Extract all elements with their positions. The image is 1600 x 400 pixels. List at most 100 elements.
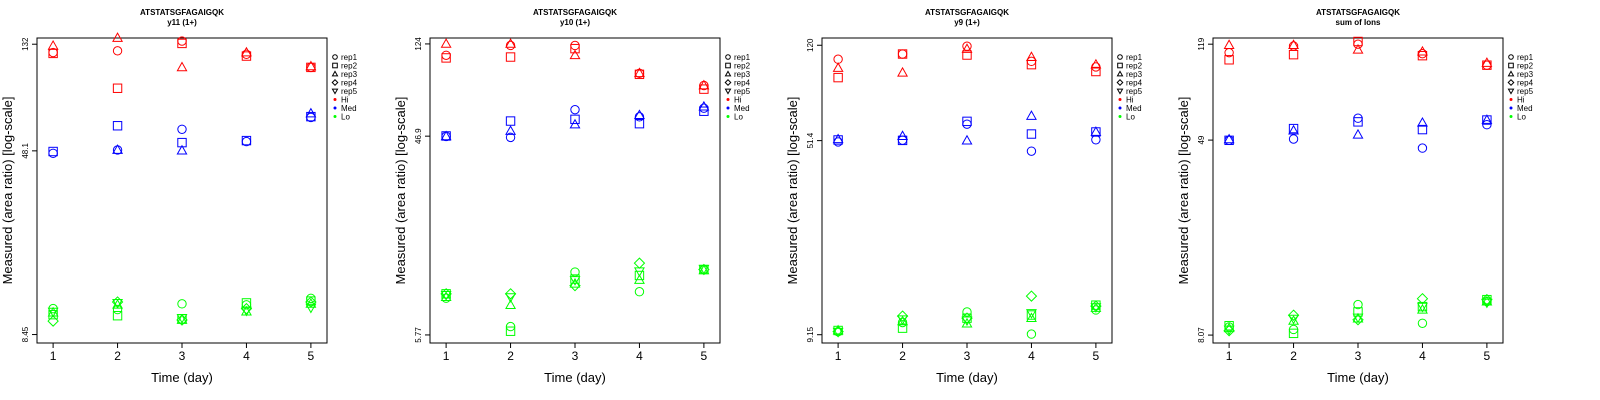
- data-point-lo-rep5: [633, 267, 645, 278]
- x-tick-label: 5: [308, 349, 315, 363]
- legend-label: Med: [1126, 104, 1142, 113]
- legend-marker-med: [333, 106, 337, 110]
- x-tick-label: 5: [701, 349, 708, 363]
- y-tick-label: 120: [806, 38, 815, 52]
- legend-marker-rep4: [331, 79, 339, 86]
- data-point-med-rep1: [1353, 113, 1363, 123]
- data-point-hi-rep2: [1091, 66, 1101, 77]
- legend-marker-rep5: [1116, 88, 1124, 95]
- data-point-hi-rep1: [441, 50, 451, 60]
- data-point-hi-rep1: [833, 54, 843, 64]
- data-point-lo-rep5: [1416, 302, 1428, 313]
- legend-marker-rep2: [332, 62, 338, 69]
- data-point-lo-rep5: [961, 316, 973, 327]
- data-point-hi-rep2: [112, 83, 123, 93]
- data-point-med-rep3: [698, 100, 710, 111]
- data-point-lo-rep5: [897, 315, 909, 326]
- legend-label: rep4: [341, 79, 358, 88]
- y-tick-label: 49: [1197, 135, 1206, 144]
- legend-label: rep5: [1517, 87, 1534, 96]
- data-point-hi-rep3: [176, 61, 188, 72]
- legend-marker-rep2: [725, 62, 731, 69]
- data-point-med-rep3: [305, 107, 317, 118]
- data-point-med-rep2: [1288, 123, 1299, 134]
- x-tick-label: 3: [179, 349, 186, 363]
- data-point-lo-rep4: [569, 279, 581, 292]
- legend-marker-rep1: [1117, 54, 1123, 60]
- data-point-med-rep1: [699, 103, 709, 113]
- data-point-hi-rep3: [305, 60, 317, 71]
- legend-marker-hi: [333, 98, 337, 101]
- data-point-med-rep2: [1224, 135, 1234, 146]
- legend-label: rep1: [1126, 53, 1143, 62]
- data-point-med-rep1: [1026, 146, 1037, 156]
- legend-marker-rep5: [1507, 88, 1515, 95]
- data-point-med-rep2: [634, 118, 645, 129]
- legend-marker-rep1: [1508, 54, 1514, 60]
- y-tick-label: 119: [1197, 37, 1206, 50]
- data-point-med-rep2: [1353, 117, 1363, 127]
- data-point-lo-rep3: [832, 324, 844, 335]
- data-point-hi-rep3: [1025, 51, 1037, 61]
- data-point-lo-rep4: [47, 315, 59, 327]
- y-tick-label: 124: [414, 37, 423, 51]
- data-point-hi-rep2: [833, 72, 843, 83]
- y-tick-label: 46.9: [414, 128, 423, 144]
- data-point-lo-rep5: [569, 276, 581, 286]
- data-point-hi-rep3: [1481, 57, 1493, 67]
- data-point-lo-rep4: [1352, 313, 1364, 326]
- data-point-hi-rep3: [240, 46, 252, 57]
- data-point-lo-rep5: [112, 299, 124, 309]
- data-point-hi-rep1: [1482, 60, 1492, 70]
- legend-marker-rep3: [724, 70, 732, 77]
- data-point-med-rep3: [1090, 126, 1102, 136]
- x-tick-label: 1: [50, 349, 57, 363]
- data-point-med-rep1: [1091, 135, 1101, 145]
- data-point-med-rep3: [1288, 124, 1300, 135]
- data-point-hi-rep1: [570, 40, 580, 51]
- data-point-lo-rep5: [176, 313, 188, 324]
- chart-title: ATSTATSGFAGAIGQK: [140, 8, 224, 17]
- legend-label: Med: [1517, 104, 1533, 113]
- y-axis-label: Measured (area ratio) [log-scale]: [0, 97, 15, 285]
- data-point-lo-rep1: [1417, 318, 1428, 328]
- data-point-med-rep1: [1417, 143, 1428, 153]
- data-point-lo-rep5: [1481, 298, 1493, 309]
- data-point-lo-rep1: [1353, 299, 1363, 310]
- data-point-med-rep2: [112, 121, 123, 131]
- legend-marker-rep3: [1507, 70, 1515, 77]
- legend-label: rep3: [341, 70, 358, 79]
- data-point-med-rep3: [1223, 133, 1235, 144]
- x-axis-label: Time (day): [1327, 370, 1389, 385]
- data-point-lo-rep5: [1025, 309, 1037, 319]
- data-point-hi-rep3: [47, 39, 59, 50]
- plot-area: [36, 37, 328, 344]
- x-tick-label: 2: [1290, 349, 1297, 363]
- data-point-lo-rep4: [1287, 309, 1300, 321]
- x-tick-label: 1: [443, 349, 450, 363]
- chart-subtitle: y11 (1+): [167, 18, 197, 27]
- legend-marker-lo: [1118, 115, 1122, 118]
- data-point-hi-rep3: [1352, 43, 1364, 54]
- data-point-lo-rep4: [504, 288, 517, 300]
- data-point-med-rep3: [897, 130, 909, 140]
- data-point-med-rep2: [241, 135, 252, 146]
- data-point-hi-rep1: [505, 40, 516, 51]
- chart-subtitle: y10 (1+): [560, 18, 590, 27]
- legend-marker-lo: [1509, 115, 1513, 118]
- data-point-lo-rep2: [112, 311, 123, 321]
- data-point-lo-rep5: [1223, 325, 1235, 336]
- data-point-med-rep2: [897, 135, 908, 146]
- data-point-hi-rep3: [961, 43, 973, 53]
- data-point-lo-rep2: [570, 274, 580, 284]
- data-point-hi-rep1: [897, 49, 908, 59]
- data-point-med-rep2: [48, 146, 58, 157]
- x-tick-label: 3: [572, 349, 579, 363]
- legend-marker-rep3: [1116, 70, 1124, 77]
